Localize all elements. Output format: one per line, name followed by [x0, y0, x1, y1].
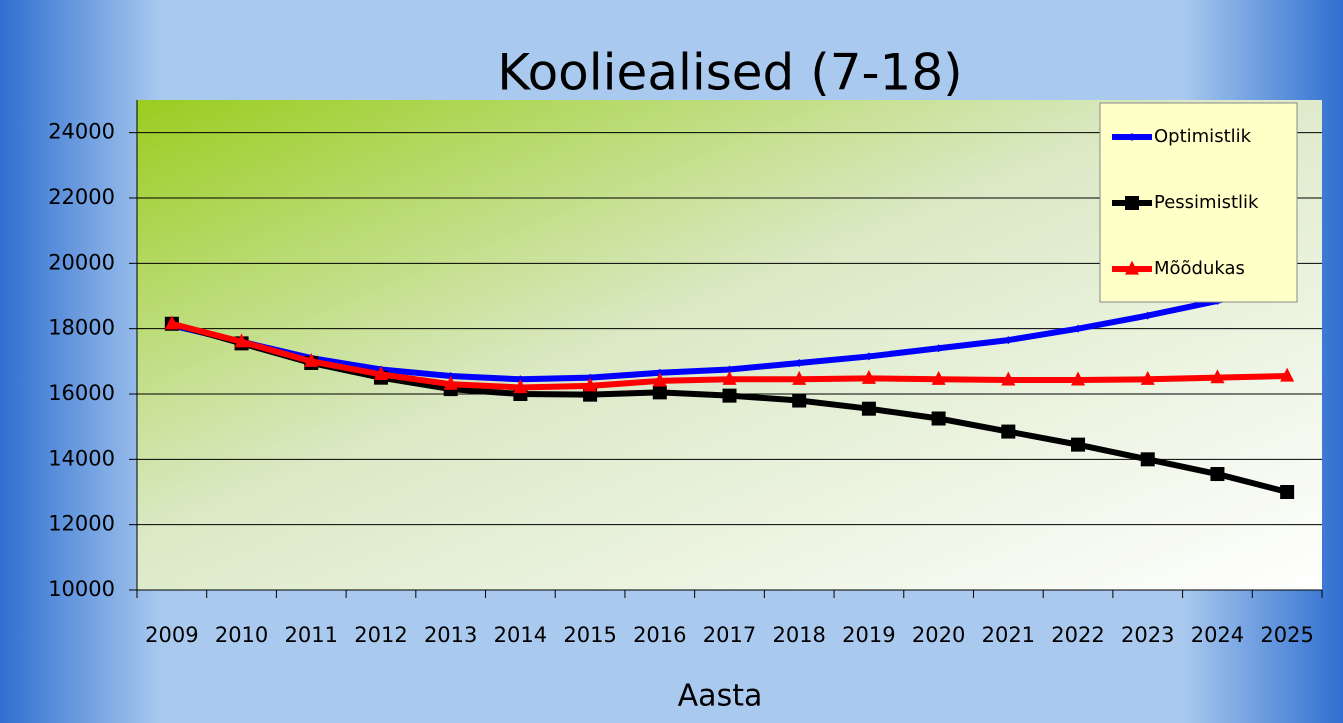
x-tick-label: 2018 — [772, 623, 825, 647]
x-tick-label: 2017 — [703, 623, 756, 647]
point — [652, 372, 667, 387]
point — [164, 315, 179, 330]
legend-label: Optimistlik — [1154, 126, 1252, 147]
point — [234, 333, 249, 348]
point — [864, 352, 873, 361]
point — [1001, 424, 1016, 439]
point — [652, 385, 667, 400]
x-tick-label: 2013 — [424, 623, 477, 647]
point — [1071, 371, 1086, 386]
point — [1143, 311, 1152, 320]
x-tick-label: 2023 — [1121, 623, 1174, 647]
point — [792, 393, 807, 408]
point — [722, 388, 737, 403]
point — [1210, 369, 1225, 384]
point — [1001, 371, 1016, 386]
y-tick-label: 10000 — [48, 577, 115, 601]
point — [931, 411, 946, 426]
x-tick-label: 2016 — [633, 623, 686, 647]
point — [1140, 452, 1155, 467]
x-tick-label: 2021 — [982, 623, 1035, 647]
x-tick-label: 2014 — [494, 623, 547, 647]
point — [513, 379, 528, 394]
y-tick-label: 18000 — [48, 316, 115, 340]
point — [725, 365, 734, 374]
point — [373, 366, 388, 380]
point — [861, 369, 876, 384]
x-tick-label: 2020 — [912, 623, 965, 647]
point — [1004, 336, 1013, 345]
legend-marker — [1128, 133, 1136, 141]
point — [792, 370, 807, 385]
x-tick-label: 2010 — [215, 623, 268, 647]
legend-marker — [1125, 260, 1139, 275]
x-axis-label: Aasta — [678, 679, 763, 714]
y-tick-label: 20000 — [48, 250, 115, 274]
x-tick-label: 2011 — [285, 623, 338, 647]
point — [934, 344, 943, 353]
x-tick-label: 2015 — [563, 623, 616, 647]
point — [861, 401, 876, 416]
point — [1140, 370, 1155, 385]
x-tick-label: 2025 — [1260, 623, 1313, 647]
point — [1280, 367, 1295, 382]
point — [304, 352, 319, 367]
y-tick-label: 16000 — [48, 381, 115, 405]
point — [931, 370, 946, 385]
point — [1210, 467, 1225, 482]
chart-title: Kooliealised (7-18) — [497, 44, 962, 102]
point — [795, 358, 804, 367]
y-tick-label: 24000 — [48, 120, 115, 144]
point — [722, 370, 737, 385]
point — [1074, 324, 1083, 333]
legend-label: Pessimistlik — [1154, 192, 1259, 213]
point — [583, 377, 598, 392]
x-tick-label: 2019 — [842, 623, 895, 647]
y-tick-label: 12000 — [48, 512, 115, 536]
point — [443, 375, 458, 390]
x-tick-label: 2022 — [1051, 623, 1104, 647]
y-tick-label: 22000 — [48, 185, 115, 209]
legend-label: Mõõdukas — [1154, 258, 1245, 279]
y-tick-label: 14000 — [48, 446, 115, 470]
point — [1071, 437, 1086, 452]
x-tick-label: 2012 — [354, 623, 407, 647]
point — [1280, 485, 1295, 499]
x-tick-label: 2009 — [145, 623, 198, 647]
x-tick-label: 2024 — [1191, 623, 1244, 647]
legend-marker — [1125, 196, 1139, 210]
